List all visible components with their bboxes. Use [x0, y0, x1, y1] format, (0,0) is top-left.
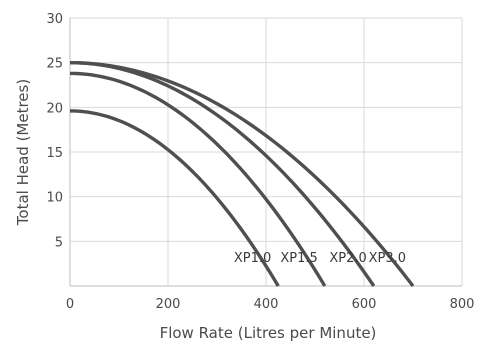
series-label: XP2.0: [329, 251, 366, 266]
series-label: XP1.0: [234, 251, 271, 266]
y-tick-label: 10: [46, 191, 63, 206]
y-tick-label: 30: [46, 12, 63, 27]
x-tick-label: 0: [66, 297, 74, 312]
y-tick-label: 15: [46, 146, 63, 161]
curve-xp1-0: [69, 109, 280, 287]
x-tick-label: 400: [254, 297, 279, 312]
curve-xp3-0: [69, 60, 415, 288]
x-tick-label: 800: [450, 297, 475, 312]
grid: [70, 17, 463, 286]
x-tick-label: 600: [352, 297, 377, 312]
axes: [69, 18, 462, 287]
y-tick-label: 25: [46, 57, 63, 72]
series-label: XP3.0: [369, 251, 406, 266]
series-label: XP1.5: [280, 251, 317, 266]
curve-xp2-0: [69, 60, 376, 287]
curve-xp1-5: [69, 71, 327, 287]
labels: 5 10 15 20 25 30 0 200 400 600 800 XP1.0 XP1.5 XP2.0 X…: [46, 12, 474, 312]
y-tick-label: 5: [55, 235, 63, 250]
y-axis-label: Total Head (Metres): [14, 79, 32, 226]
x-axis-label: Flow Rate (Litres per Minute): [160, 324, 377, 342]
y-tick-label: 20: [46, 101, 63, 116]
x-tick-label: 200: [156, 297, 181, 312]
curves: [69, 60, 415, 288]
